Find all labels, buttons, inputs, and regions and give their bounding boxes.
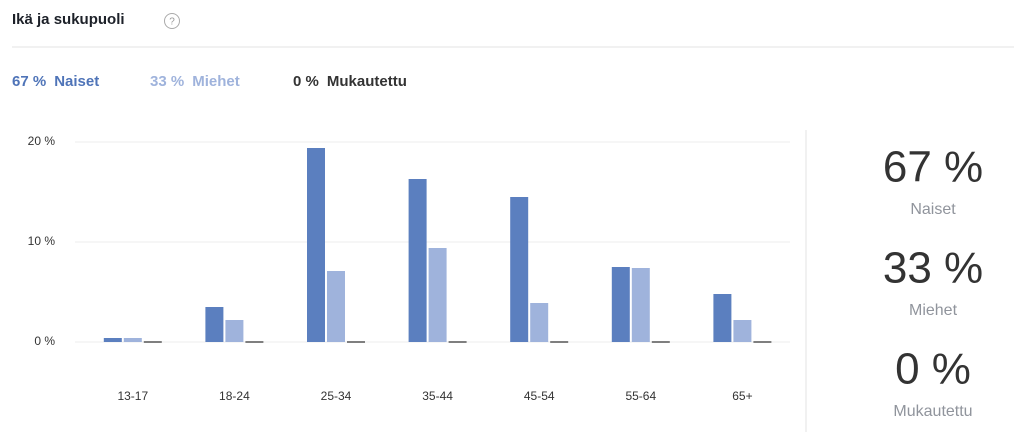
summary-name: Miehet (909, 302, 958, 319)
bar (327, 271, 345, 342)
legend-name: Miehet (192, 73, 240, 90)
summary-share: 67 % (883, 143, 983, 192)
x-tick-label: 13-17 (117, 389, 148, 403)
bar (631, 268, 650, 342)
bar (103, 338, 122, 342)
summary-share: 33 % (883, 244, 983, 293)
summary-share: 0 % (895, 345, 971, 394)
help-icon[interactable]: ? (164, 13, 180, 29)
bar (307, 148, 325, 342)
legend-name: Mukautettu (327, 73, 407, 90)
legend-share: 33 % (150, 73, 184, 90)
y-tick-label: 0 % (34, 334, 55, 348)
summary-name: Naiset (910, 201, 956, 218)
bar (408, 179, 427, 342)
bar (510, 197, 529, 342)
legend-name: Naiset (54, 73, 99, 90)
legend-entry: 67 % Naiset (12, 73, 99, 90)
bar (530, 303, 549, 342)
bar (713, 294, 732, 342)
bar (123, 338, 142, 342)
x-tick-label: 55-64 (625, 389, 656, 403)
x-tick-label: 25-34 (321, 389, 352, 403)
bar (611, 267, 630, 342)
chart-title: Ikä ja sukupuoli (12, 11, 125, 28)
bar (205, 307, 224, 342)
y-tick-label: 10 % (28, 234, 56, 248)
x-tick-label: 35-44 (422, 389, 453, 403)
x-tick-label: 18-24 (219, 389, 250, 403)
svg-text:?: ? (169, 17, 175, 28)
y-tick-label: 20 % (28, 134, 56, 148)
bar (225, 320, 244, 342)
legend-entry: 0 % Mukautettu (293, 73, 407, 90)
x-tick-label: 45-54 (524, 389, 555, 403)
x-tick-label: 65+ (732, 389, 752, 403)
bar (733, 320, 752, 342)
summary-name: Mukautettu (893, 403, 972, 420)
legend-entry: 33 % Miehet (150, 73, 240, 90)
bar (428, 248, 447, 342)
legend-share: 0 % (293, 73, 319, 90)
legend-share: 67 % (12, 73, 46, 90)
